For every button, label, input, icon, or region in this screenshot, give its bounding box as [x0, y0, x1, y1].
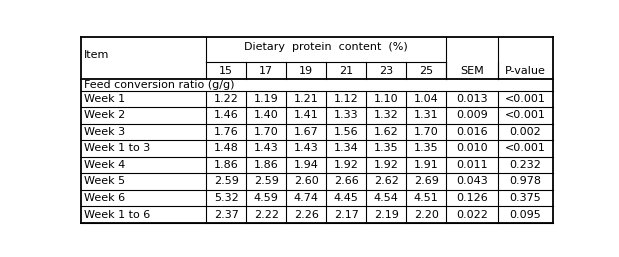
Text: 1.33: 1.33 [334, 110, 358, 120]
Text: 2.22: 2.22 [254, 209, 279, 219]
Text: 1.46: 1.46 [214, 110, 238, 120]
Text: 0.011: 0.011 [456, 160, 488, 170]
Text: 1.67: 1.67 [294, 127, 319, 137]
Text: 21: 21 [339, 66, 353, 76]
Text: Week 2: Week 2 [84, 110, 125, 120]
Text: 1.70: 1.70 [254, 127, 279, 137]
Text: 0.232: 0.232 [509, 160, 542, 170]
Text: 2.62: 2.62 [374, 177, 399, 187]
Text: <0.001: <0.001 [505, 110, 546, 120]
Text: 0.022: 0.022 [456, 209, 488, 219]
Text: 0.126: 0.126 [456, 193, 488, 203]
Text: 1.31: 1.31 [413, 110, 438, 120]
Text: 0.009: 0.009 [456, 110, 488, 120]
Text: 2.59: 2.59 [214, 177, 238, 187]
Text: Item: Item [84, 50, 110, 60]
Text: <0.001: <0.001 [505, 94, 546, 104]
Text: SEM: SEM [460, 66, 484, 76]
Text: 1.86: 1.86 [254, 160, 279, 170]
Text: Feed conversion ratio (g/g): Feed conversion ratio (g/g) [84, 80, 235, 90]
Text: 1.40: 1.40 [254, 110, 279, 120]
Text: 0.978: 0.978 [509, 177, 542, 187]
Text: 1.70: 1.70 [413, 127, 438, 137]
Text: 1.86: 1.86 [214, 160, 238, 170]
Text: 1.35: 1.35 [413, 143, 438, 153]
Text: Week 1: Week 1 [84, 94, 125, 104]
Text: 1.43: 1.43 [294, 143, 319, 153]
Text: 2.60: 2.60 [294, 177, 319, 187]
Text: 1.56: 1.56 [334, 127, 358, 137]
Text: 1.34: 1.34 [334, 143, 358, 153]
Text: 2.17: 2.17 [334, 209, 358, 219]
Text: 0.010: 0.010 [456, 143, 488, 153]
Text: 0.016: 0.016 [456, 127, 488, 137]
Text: 1.12: 1.12 [334, 94, 358, 104]
Text: 17: 17 [259, 66, 273, 76]
Text: 1.32: 1.32 [374, 110, 399, 120]
Text: 1.35: 1.35 [374, 143, 399, 153]
Text: 1.92: 1.92 [374, 160, 399, 170]
Text: 1.19: 1.19 [254, 94, 279, 104]
Text: 23: 23 [379, 66, 393, 76]
Text: Week 5: Week 5 [84, 177, 125, 187]
Text: 25: 25 [419, 66, 433, 76]
Text: 2.26: 2.26 [293, 209, 319, 219]
Text: 2.20: 2.20 [413, 209, 438, 219]
Text: 4.59: 4.59 [254, 193, 279, 203]
Text: 1.22: 1.22 [214, 94, 238, 104]
Text: 4.51: 4.51 [413, 193, 438, 203]
Text: 4.74: 4.74 [293, 193, 319, 203]
Text: 1.10: 1.10 [374, 94, 399, 104]
Text: 0.095: 0.095 [509, 209, 542, 219]
Text: Week 1 to 6: Week 1 to 6 [84, 209, 150, 219]
Text: 1.91: 1.91 [413, 160, 438, 170]
Text: 1.48: 1.48 [214, 143, 238, 153]
Text: 4.45: 4.45 [334, 193, 358, 203]
Text: 2.19: 2.19 [374, 209, 399, 219]
Text: 4.54: 4.54 [374, 193, 399, 203]
Text: 15: 15 [219, 66, 233, 76]
Text: 0.013: 0.013 [456, 94, 488, 104]
Text: 1.41: 1.41 [294, 110, 319, 120]
Text: Week 4: Week 4 [84, 160, 125, 170]
Text: 2.37: 2.37 [214, 209, 238, 219]
Text: 1.62: 1.62 [374, 127, 399, 137]
Text: 1.04: 1.04 [413, 94, 438, 104]
Text: 1.43: 1.43 [254, 143, 279, 153]
Text: 1.94: 1.94 [293, 160, 319, 170]
Text: 0.375: 0.375 [509, 193, 542, 203]
Text: Dietary  protein  content  (%): Dietary protein content (%) [245, 42, 408, 51]
Text: 19: 19 [299, 66, 313, 76]
Text: Week 3: Week 3 [84, 127, 125, 137]
Text: P-value: P-value [505, 66, 546, 76]
Text: 2.69: 2.69 [413, 177, 438, 187]
Text: 5.32: 5.32 [214, 193, 238, 203]
Text: <0.001: <0.001 [505, 143, 546, 153]
Text: 1.21: 1.21 [294, 94, 319, 104]
Text: Week 1 to 3: Week 1 to 3 [84, 143, 150, 153]
Text: Week 6: Week 6 [84, 193, 125, 203]
Text: 1.92: 1.92 [334, 160, 358, 170]
Text: 1.76: 1.76 [214, 127, 238, 137]
Text: 2.59: 2.59 [254, 177, 279, 187]
Text: 0.043: 0.043 [456, 177, 488, 187]
Text: 0.002: 0.002 [509, 127, 542, 137]
Text: 2.66: 2.66 [334, 177, 358, 187]
